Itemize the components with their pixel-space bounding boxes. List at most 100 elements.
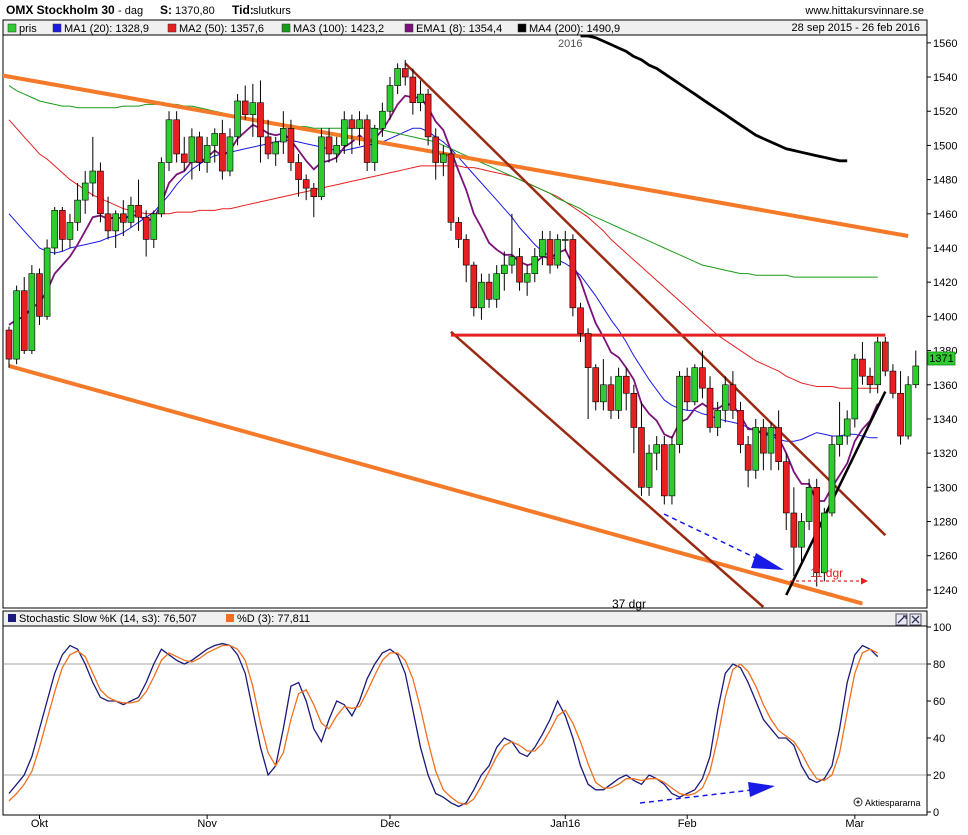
price-y-tick-label: 1300 [933, 482, 957, 494]
candle-down [577, 307, 584, 334]
trend-orange-lower [8, 364, 863, 606]
x-tick-label: Jan16 [550, 818, 580, 830]
stoch-k-swatch [8, 614, 16, 622]
x-tick-label: Feb [678, 818, 697, 830]
candle-down [180, 153, 188, 163]
site-label: www.hittakursvinnare.se [804, 5, 924, 17]
candle-down [775, 427, 782, 462]
legend-label: MA2 (50): 1357,6 [179, 23, 264, 35]
stoch-y-tick-label: 20 [933, 770, 945, 782]
candle-up [523, 273, 531, 283]
candle-up [539, 239, 546, 257]
candle-up [493, 273, 500, 300]
candle-up [280, 128, 287, 143]
candle-up [356, 119, 363, 129]
candle-up [821, 512, 828, 574]
stoch-y-tick-label: 80 [933, 659, 945, 671]
candle-down [683, 375, 691, 403]
x-tick-label: Dec [380, 818, 400, 830]
candle-down [196, 136, 203, 163]
legend-swatch [404, 23, 414, 33]
candlesticks [5, 59, 920, 587]
candle-down [744, 444, 752, 471]
candle-up [272, 141, 280, 155]
candle-down [432, 136, 440, 163]
candle-down [889, 370, 897, 394]
stoch-y-tick-label: 60 [933, 696, 945, 708]
date-range: 28 sep 2015 - 26 feb 2016 [792, 22, 920, 34]
candle-up [234, 100, 241, 138]
line-ma4-200- [580, 34, 848, 163]
legend-label: MA1 (20): 1328,9 [64, 23, 149, 35]
candle-up [904, 384, 912, 437]
x-tick-label: Mar [845, 818, 864, 830]
candle-down [104, 213, 112, 232]
candle-down [470, 264, 478, 309]
candle-up [158, 162, 165, 215]
stoch-y-tick-label: 0 [933, 807, 939, 819]
candle-up [81, 182, 89, 201]
legend-label: MA3 (100): 1423,2 [293, 23, 384, 35]
candle-down [897, 393, 904, 437]
candle-up [508, 256, 516, 266]
candle-up [43, 247, 51, 317]
legend-label: MA4 (200): 1490,9 [529, 23, 620, 35]
candle-down [142, 216, 150, 240]
stoch-d-label: %D (3): 77,811 [237, 613, 310, 625]
wrench-icon[interactable] [895, 613, 908, 626]
candle-down [310, 187, 318, 198]
legend-label: EMA1 (8): 1354,4 [416, 23, 502, 35]
candle-down [866, 375, 874, 386]
legend: pris MA1 (20): 1328,9 MA2 (50): 1357,6 MA3 … [7, 23, 620, 35]
close-icon[interactable] [909, 613, 922, 626]
eleven-days-arrowhead [861, 577, 868, 585]
candle-up [188, 136, 196, 163]
candle-up [874, 341, 881, 386]
candle-down [760, 427, 767, 454]
candle-down [782, 461, 790, 514]
legend-swatch [7, 23, 17, 33]
candle-down [592, 367, 600, 403]
ma4-year-label: 2016 [558, 38, 582, 50]
candle-down [257, 102, 264, 138]
legend-bar [2, 19, 928, 36]
eleven-days-label: 11 dgr [810, 566, 843, 580]
price-y-tick-label: 1420 [933, 277, 957, 289]
trend-brown-channel-upper [404, 62, 887, 537]
candle-down [881, 341, 889, 372]
candle-down [363, 119, 371, 163]
candle-down [447, 153, 455, 223]
stoch-y-tick-label: 40 [933, 733, 945, 745]
grid-lines [3, 663, 927, 776]
candle-up [676, 375, 683, 445]
candle-up [500, 264, 508, 274]
candle-up [13, 290, 20, 360]
trend-orange-upper [3, 73, 909, 238]
candle-down [120, 213, 127, 223]
candle-down [638, 427, 645, 488]
candle-up [478, 281, 485, 309]
price-y-tick-label: 1240 [933, 585, 957, 597]
trend-black-support [785, 391, 887, 596]
axis-labels: 1240126012801300132013401360138014001420… [31, 38, 958, 830]
candle-up [531, 256, 539, 274]
stoch-k-line [8, 642, 879, 808]
x-tick-label: Okt [31, 818, 48, 830]
candle-up [798, 521, 805, 548]
candle-down [729, 384, 737, 411]
price-panel [2, 19, 928, 609]
candle-up [249, 102, 257, 115]
stochastic-panel [2, 610, 928, 816]
candle-down [302, 179, 310, 189]
candle-down [219, 133, 226, 172]
price-y-tick-label: 1260 [933, 551, 957, 563]
candle-up [226, 136, 234, 172]
candle-down [516, 256, 523, 283]
price-y-tick-label: 1460 [933, 209, 957, 221]
candle-down [325, 136, 333, 155]
s-value: 1370,80 [175, 5, 215, 17]
candle-up [417, 93, 424, 103]
candle-up [752, 427, 760, 471]
candle-up [691, 367, 699, 403]
